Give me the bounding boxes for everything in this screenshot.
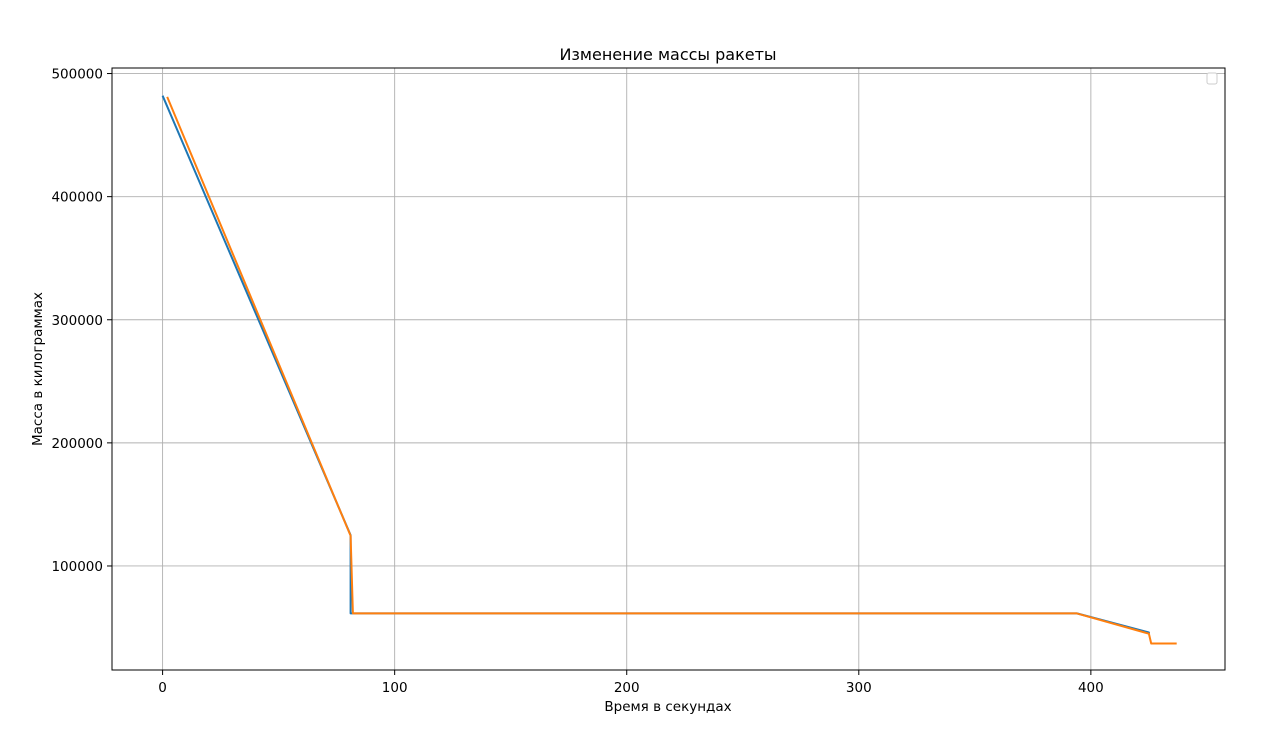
plot-frame	[111, 67, 1226, 671]
y-axis-label: Масса в килограммах	[30, 292, 46, 446]
y-tick-label: 500000	[51, 67, 103, 83]
y-tick-label: 200000	[51, 436, 103, 452]
x-tick-label: 400	[1078, 680, 1104, 696]
y-tick-label: 400000	[51, 190, 103, 206]
x-tick-label: 200	[614, 680, 640, 696]
ticks: 0 100 200 300 400 100000 200000 300000 400000 500…	[51, 67, 1103, 696]
x-axis-label: Время в секундах	[604, 699, 731, 715]
y-tick-label: 100000	[51, 559, 103, 575]
x-tick-label: 0	[158, 680, 167, 696]
x-tick-label: 100	[382, 680, 408, 696]
series-line-2	[166, 96, 1177, 645]
legend-box	[1206, 72, 1218, 85]
grid	[112, 68, 1225, 670]
chart-title: Изменение массы ракеты	[559, 45, 776, 64]
x-tick-label: 300	[846, 680, 872, 696]
y-tick-label: 300000	[51, 313, 103, 329]
series-lines	[161, 95, 1177, 645]
